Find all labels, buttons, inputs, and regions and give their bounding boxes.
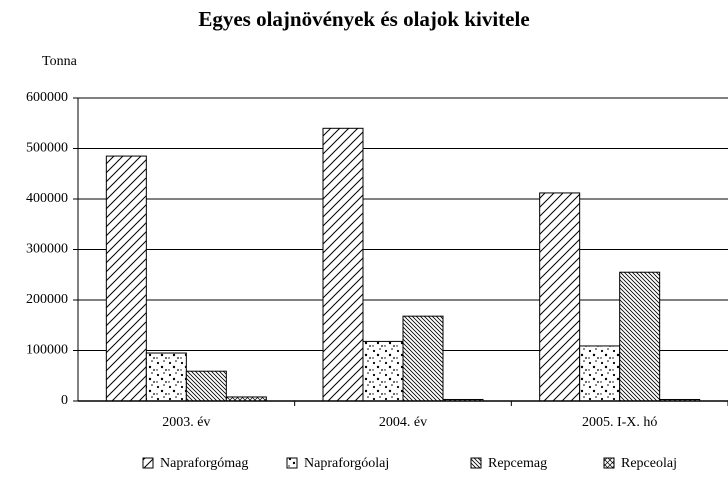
y-tick-label: 100000 [26,343,68,358]
legend-swatch [470,457,482,469]
y-tick-label: 300000 [26,242,68,257]
bar [402,315,444,402]
legend-label: Napraforgómag [160,456,248,471]
legend-swatch [286,457,298,469]
bar [579,345,621,402]
x-tick-label: 2003. év [162,415,210,430]
x-tick-label: 2005. I-X. hó [582,415,657,430]
x-tick-label: 2004. év [379,415,427,430]
y-axis-label: Tonna [42,54,78,69]
y-tick-label: 200000 [26,292,68,307]
legend-label: Repceolaj [621,456,677,471]
legend-label: Napraforgóolaj [304,456,389,471]
bar [619,271,661,402]
bar [105,155,147,402]
legend-label: Repcemag [488,456,547,471]
bar [145,352,187,402]
bar [185,370,227,402]
legend-swatch [603,457,615,469]
y-tick-label: 0 [61,393,68,408]
chart-title: Egyes olajnövények és olajok kivitele [198,7,529,31]
y-tick-label: 400000 [26,191,68,206]
bar [362,340,404,402]
legend-swatch [142,457,154,469]
y-tick-label: 600000 [26,90,68,105]
bar [539,192,581,402]
bar [322,127,364,402]
y-tick-label: 500000 [26,141,68,156]
